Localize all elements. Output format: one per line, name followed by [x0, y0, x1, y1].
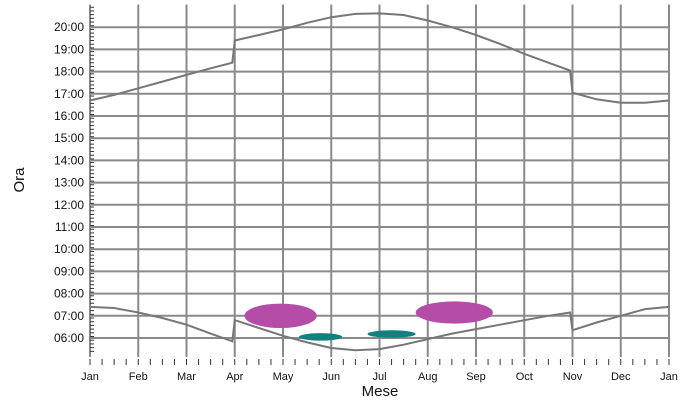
x-tick-label: Jun — [322, 371, 340, 383]
y-tick-label: 11:00 — [55, 220, 84, 234]
sunset-curve — [89, 12, 670, 104]
y-tick-label: 09:00 — [54, 264, 84, 278]
x-tick-label: Mar — [177, 371, 196, 383]
x-tick-label: Oct — [516, 371, 533, 383]
magenta-region — [244, 303, 317, 329]
grid — [89, 4, 670, 357]
y-tick-label: 12:00 — [54, 198, 84, 212]
y-tick-label: 07:00 — [54, 309, 84, 323]
y-tick-label: 15:00 — [54, 131, 84, 145]
x-tick-label: Jan — [660, 371, 678, 383]
y-tick-label: 19:00 — [54, 42, 84, 56]
y-tick-label: 06:00 — [54, 331, 84, 345]
x-tick-label: Jan — [81, 371, 99, 383]
y-tick-label: 10:00 — [54, 242, 84, 256]
x-tick-label: Nov — [563, 371, 583, 383]
regions — [244, 301, 493, 341]
x-tick-label: May — [273, 371, 294, 383]
x-tick-label: Feb — [129, 371, 148, 383]
y-tick-labels: 06:00 07:00 08:00 09:00 10:00 11:00 12:00 13:00… — [54, 20, 84, 345]
y-axis-label: Ora — [11, 167, 28, 193]
x-tick-label: Aug — [418, 371, 438, 383]
y-tick-label: 16:00 — [54, 109, 84, 123]
teal-region — [367, 330, 416, 338]
x-tick-label: Sep — [466, 371, 486, 383]
y-tick-label: 17:00 — [54, 87, 84, 101]
x-axis-label: Mese — [362, 383, 399, 400]
teal-region — [298, 333, 343, 341]
x-tick-label: Apr — [226, 371, 243, 383]
curves — [89, 12, 670, 352]
sunrise-curve — [89, 305, 670, 352]
y-tick-label: 14:00 — [54, 153, 84, 167]
y-tick-label: 13:00 — [54, 176, 84, 190]
y-tick-label: 18:00 — [54, 65, 84, 79]
y-tick-label: 08:00 — [54, 287, 84, 301]
x-tick-label: Jul — [372, 371, 386, 383]
magenta-region — [415, 301, 493, 324]
x-tick-labels: Jan Feb Mar Apr May Jun Jul Aug Sep Oct Nov Dec Jan — [81, 371, 678, 383]
x-tick-label: Dec — [611, 371, 631, 383]
y-tick-label: 20:00 — [54, 20, 84, 34]
minor-ticks — [89, 6, 670, 365]
